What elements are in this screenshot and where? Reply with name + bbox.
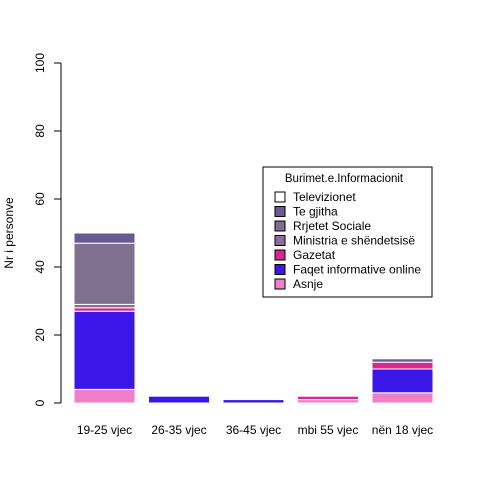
legend-label: Asnje — [293, 277, 323, 291]
x-tick-label: 19-25 vjec — [77, 423, 132, 437]
bar-segment — [372, 369, 433, 393]
y-tick-label: 80 — [33, 124, 47, 138]
y-tick-label: 40 — [33, 260, 47, 274]
bar-segment — [74, 304, 135, 307]
legend-swatch — [275, 192, 285, 202]
legend-title: Burimet.e.Informacionit — [285, 173, 404, 185]
bar-segment — [74, 243, 135, 304]
legend-label: Rrjetet Sociale — [293, 219, 371, 233]
y-tick-label: 100 — [33, 53, 47, 73]
x-tick-label: nën 18 vjec — [372, 423, 433, 437]
legend-swatch — [275, 207, 285, 217]
bar-segment — [372, 359, 433, 362]
legend-label: Televizionet — [293, 190, 356, 204]
legend-swatch — [275, 221, 285, 231]
x-tick-label: 36-45 vjec — [226, 423, 281, 437]
legend-label: Te gjitha — [293, 205, 338, 219]
legend-swatch — [275, 236, 285, 246]
bar-segment — [372, 393, 433, 403]
legend-label: Ministria e shëndetsisë — [293, 234, 415, 248]
y-axis: 0 20 40 60 80 100 — [33, 53, 61, 407]
y-tick-label: 20 — [33, 328, 47, 342]
bar-segment — [372, 362, 433, 369]
bar-segment — [298, 400, 359, 403]
legend-swatch — [275, 279, 285, 289]
legend-swatch — [275, 250, 285, 260]
x-tick-label: mbi 55 vjec — [298, 423, 359, 437]
legend-swatch — [275, 265, 285, 275]
bar-segment — [74, 233, 135, 243]
bar-segment — [74, 308, 135, 311]
bar-segment — [74, 311, 135, 389]
x-tick-label: 26-35 vjec — [151, 423, 206, 437]
bar-segment — [74, 389, 135, 403]
legend-label: Faqet informative online — [293, 263, 421, 277]
y-tick-label: 0 — [33, 399, 47, 406]
bar-segment — [298, 396, 359, 399]
legend-label: Gazetat — [293, 248, 336, 262]
x-axis-labels: 19-25 vjec 26-35 vjec 36-45 vjec mbi 55 vje… — [77, 423, 433, 437]
y-axis-label: Nr i personve — [2, 197, 16, 269]
bar-segment — [223, 400, 284, 403]
y-tick-label: 60 — [33, 192, 47, 206]
bar-segment — [149, 396, 210, 403]
